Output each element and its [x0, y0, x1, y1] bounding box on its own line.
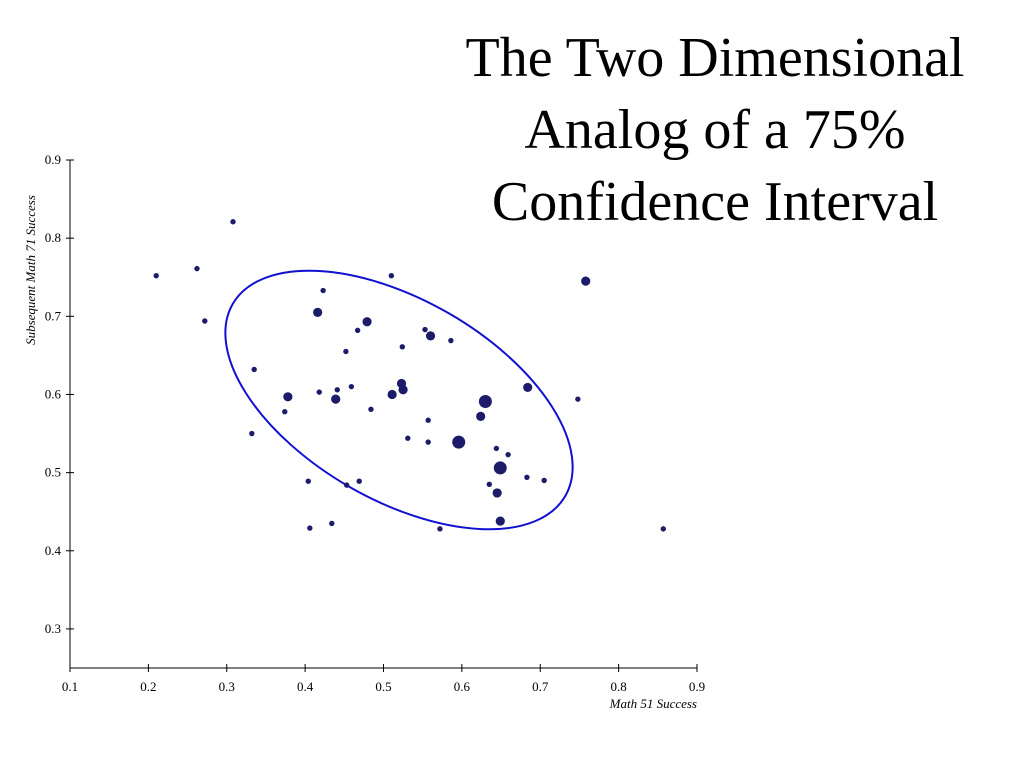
point: [399, 344, 406, 350]
y-tick-label: 0.8: [45, 230, 61, 245]
point: [505, 451, 511, 458]
y-axis-label: Subsequent Math 71 Success: [23, 195, 38, 345]
confidence-ellipse: [224, 269, 574, 531]
point: [354, 327, 361, 334]
point: [493, 461, 507, 475]
point: [331, 394, 341, 404]
y-tick-label: 0.6: [45, 386, 62, 401]
point: [316, 389, 322, 395]
point: [348, 383, 355, 390]
x-axis-label: Math 51 Success: [609, 696, 697, 711]
y-tick-label: 0.5: [45, 465, 61, 480]
x-tick-label: 0.2: [140, 679, 156, 694]
point: [425, 417, 431, 423]
point: [334, 387, 340, 393]
point: [541, 477, 547, 484]
point: [368, 406, 374, 413]
point: [425, 331, 436, 341]
point: [493, 445, 500, 452]
point: [405, 435, 411, 441]
point: [660, 526, 666, 532]
point: [398, 385, 408, 395]
point: [362, 317, 372, 327]
x-tick-label: 0.9: [689, 679, 705, 694]
point: [202, 318, 208, 324]
point: [495, 516, 505, 526]
point: [422, 326, 428, 333]
x-tick-label: 0.6: [454, 679, 471, 694]
point: [313, 307, 323, 317]
point: [486, 481, 493, 488]
point: [343, 348, 349, 355]
point: [251, 366, 257, 373]
point: [524, 474, 530, 481]
point: [283, 392, 293, 402]
point: [329, 520, 335, 527]
x-tick-label: 0.7: [532, 679, 549, 694]
point: [388, 272, 395, 279]
point: [320, 287, 326, 294]
x-tick-label: 0.8: [611, 679, 627, 694]
x-tick-label: 0.5: [375, 679, 391, 694]
x-tick-label: 0.3: [219, 679, 235, 694]
point: [581, 276, 591, 286]
point: [356, 478, 362, 484]
point: [305, 478, 311, 484]
point: [194, 265, 200, 272]
point: [575, 396, 581, 402]
slide-title: The Two Dimensional Analog of a 75% Conf…: [465, 27, 965, 233]
point: [282, 408, 288, 415]
y-tick-label: 0.4: [45, 543, 62, 558]
y-tick-label: 0.9: [45, 152, 61, 167]
point: [452, 435, 466, 449]
point: [448, 337, 454, 344]
point: [492, 488, 502, 498]
point: [249, 430, 255, 437]
point: [476, 411, 486, 421]
point: [478, 394, 492, 408]
point: [437, 526, 443, 532]
y-tick-label: 0.7: [45, 308, 62, 323]
point: [425, 439, 431, 445]
point: [387, 389, 397, 400]
point: [153, 272, 159, 279]
point: [307, 525, 313, 531]
point: [343, 482, 350, 488]
point: [230, 219, 236, 225]
y-tick-label: 0.3: [45, 621, 61, 636]
point: [523, 382, 533, 393]
x-tick-label: 0.1: [62, 679, 78, 694]
x-tick-label: 0.4: [297, 679, 314, 694]
